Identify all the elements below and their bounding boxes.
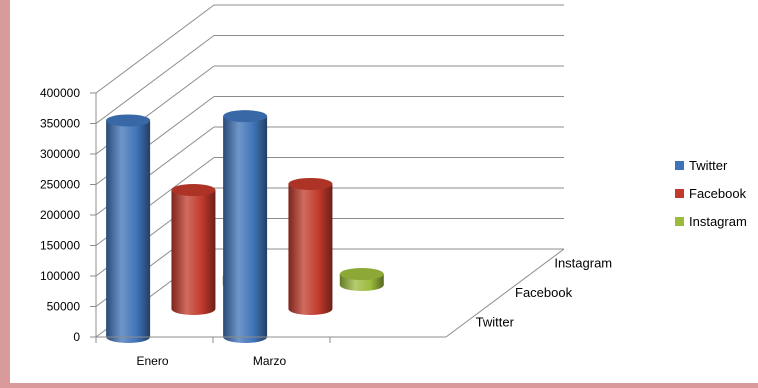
depth-axis-label: Facebook xyxy=(515,285,573,300)
side-wall-gridline xyxy=(95,4,215,94)
depth-axis-line xyxy=(445,248,565,338)
bars xyxy=(106,110,384,343)
bar-top xyxy=(339,268,384,281)
bar xyxy=(339,268,384,291)
legend-swatch xyxy=(675,217,684,226)
x-tick-label: Enero xyxy=(136,354,168,368)
y-tick-label: 200000 xyxy=(40,208,80,222)
y-tick-label: 100000 xyxy=(40,269,80,283)
y-tick-label: 400000 xyxy=(40,86,80,100)
bar-body xyxy=(106,120,151,343)
legend-swatch xyxy=(675,189,684,198)
bar xyxy=(171,184,216,315)
y-tick-label: 250000 xyxy=(40,178,80,192)
bar-top xyxy=(106,114,151,127)
bar-body xyxy=(288,183,333,315)
y-tick-label: 150000 xyxy=(40,239,80,253)
x-tick-label: Marzo xyxy=(253,354,287,368)
bar-top xyxy=(171,184,216,197)
bar xyxy=(223,110,268,343)
legend-swatch xyxy=(675,161,684,170)
legend-label: Instagram xyxy=(689,214,747,229)
side-wall-gridline xyxy=(95,35,215,124)
chart-svg: 0 50000 100000 150000 200000 250000 300000 3500… xyxy=(40,4,747,368)
y-tick-label: 350000 xyxy=(40,117,80,131)
bar xyxy=(288,177,333,315)
bar-top xyxy=(223,110,268,123)
y-tick-label: 50000 xyxy=(47,300,81,314)
legend-label: Facebook xyxy=(689,186,747,201)
bar-body xyxy=(223,116,268,343)
chart-area: 0 50000 100000 150000 200000 250000 300000 3500… xyxy=(10,0,758,383)
depth-axis-label: Twitter xyxy=(476,314,515,329)
bar-body xyxy=(171,190,216,315)
bar xyxy=(106,114,151,343)
legend: Twitter Facebook Instagram xyxy=(675,158,747,229)
legend-label: Twitter xyxy=(689,158,728,173)
y-tick-label: 300000 xyxy=(40,147,80,161)
axes: 0 50000 100000 150000 200000 250000 300000 3500… xyxy=(40,86,612,368)
y-tick-label: 0 xyxy=(73,330,80,344)
depth-axis-label: Instagram xyxy=(554,256,612,271)
bar-top xyxy=(288,177,333,190)
